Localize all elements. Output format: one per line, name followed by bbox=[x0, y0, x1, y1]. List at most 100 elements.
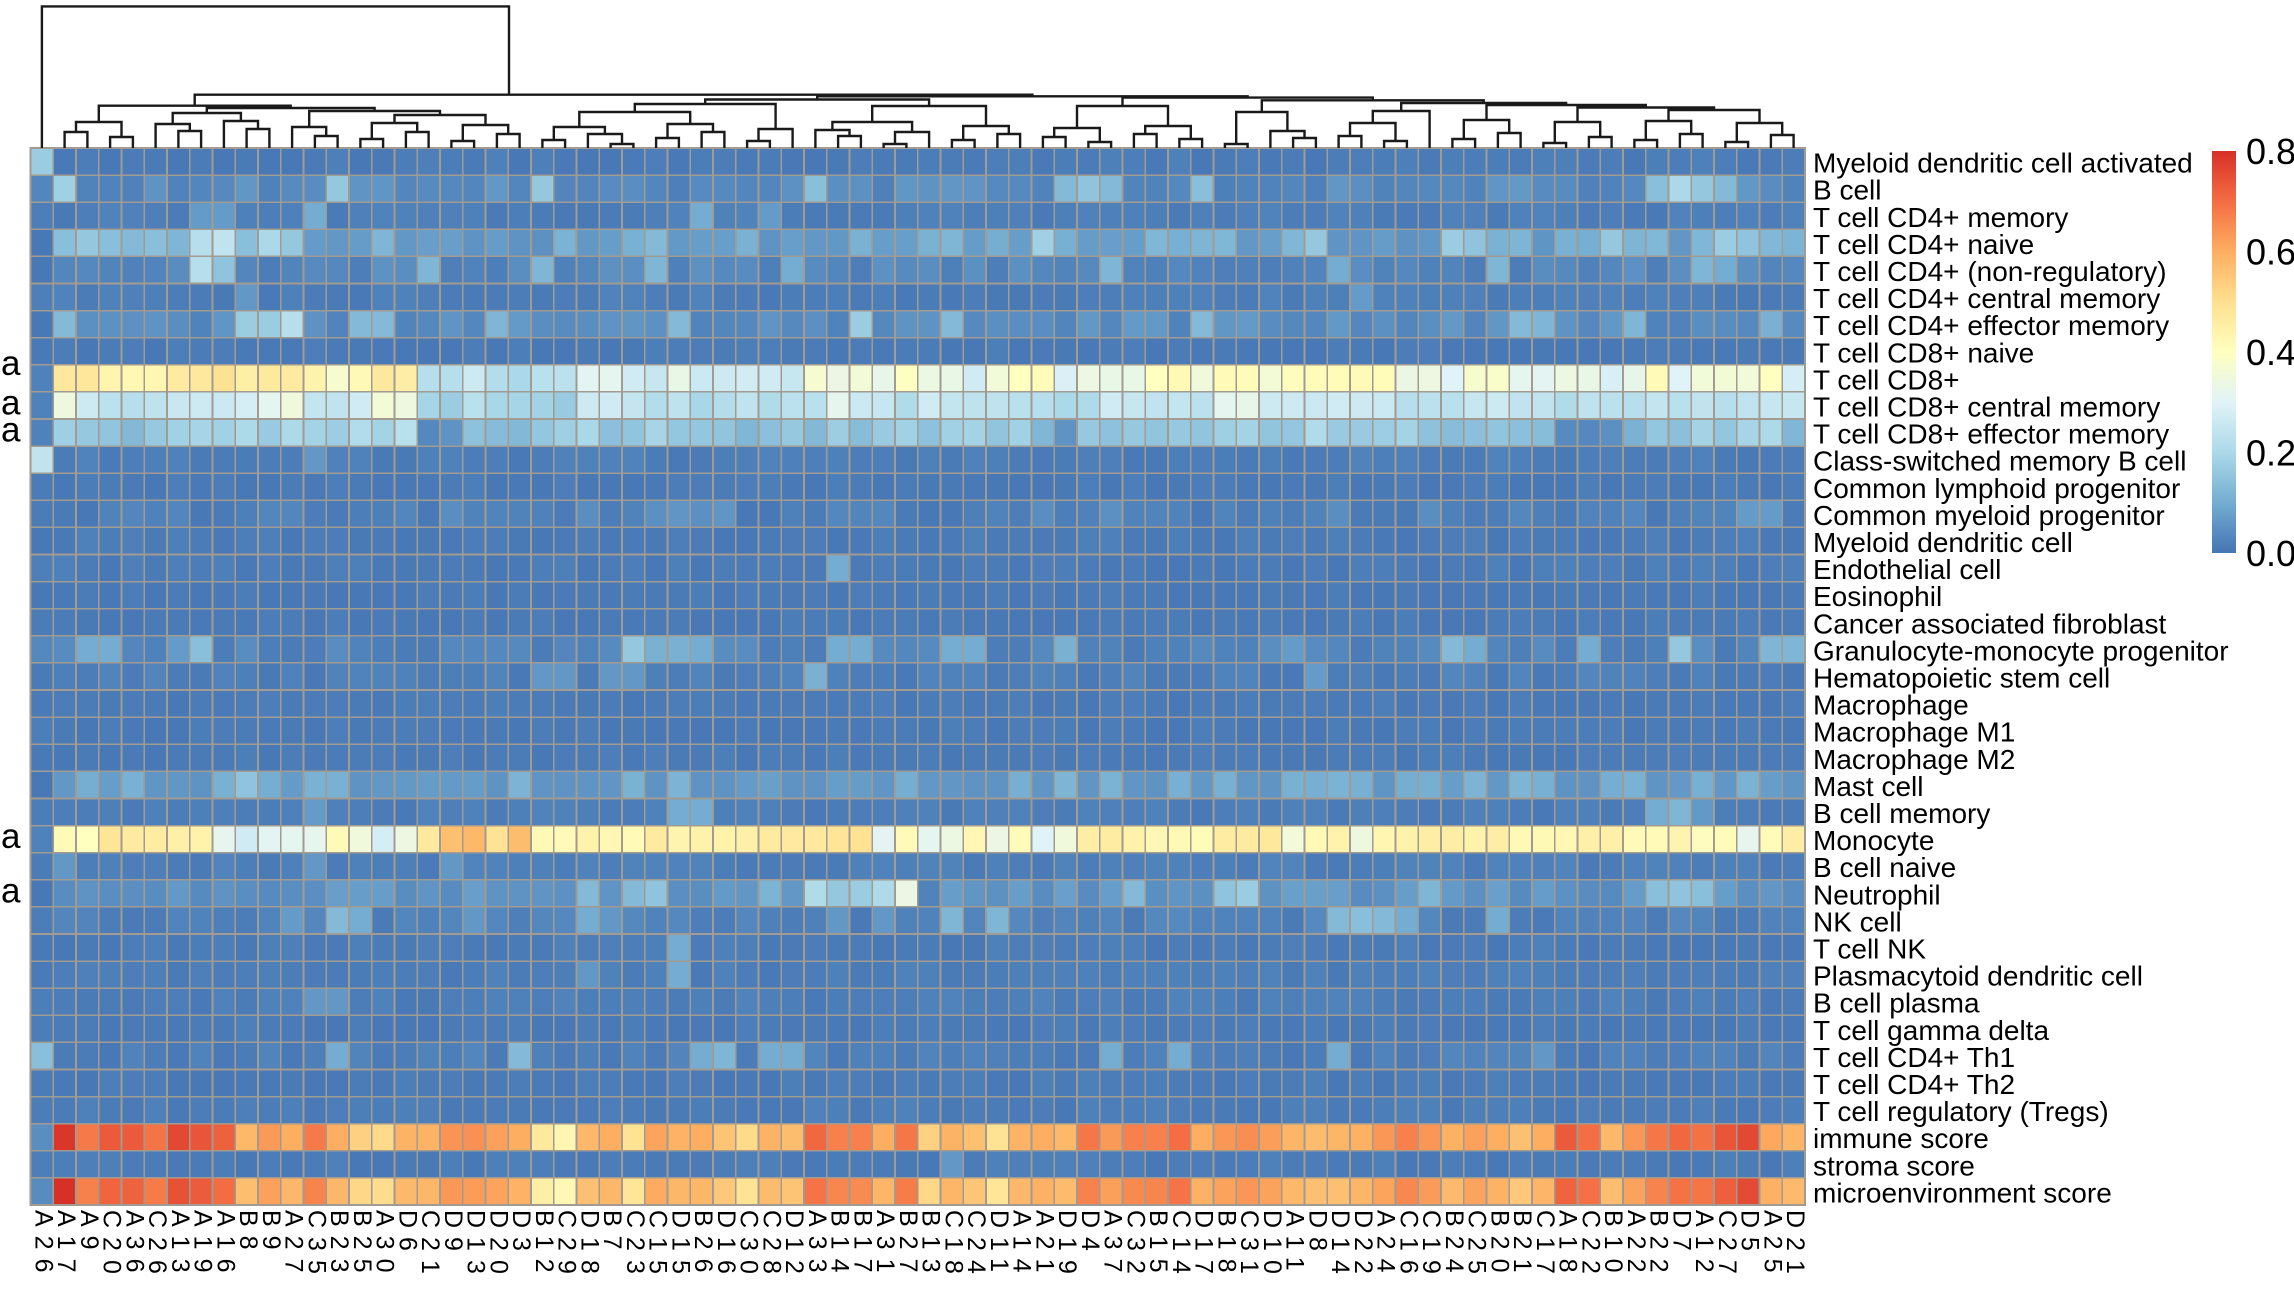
svg-text:D10: D10 bbox=[1258, 1210, 1286, 1283]
svg-text:D21: D21 bbox=[1781, 1210, 1809, 1283]
svg-text:D6: D6 bbox=[393, 1210, 421, 1260]
svg-text:D13: D13 bbox=[462, 1210, 490, 1283]
svg-text:a: a bbox=[1, 817, 21, 856]
svg-text:Myeloid dendritic cell activat: Myeloid dendritic cell activated bbox=[1813, 148, 2193, 179]
svg-text:T cell CD8+ effector memory: T cell CD8+ effector memory bbox=[1813, 419, 2169, 450]
svg-text:B20: B20 bbox=[1485, 1210, 1513, 1281]
svg-text:Myeloid dendritic cell: Myeloid dendritic cell bbox=[1813, 527, 2073, 558]
svg-text:C19: C19 bbox=[1417, 1210, 1445, 1283]
svg-text:A14: A14 bbox=[1008, 1210, 1036, 1281]
svg-text:B25: B25 bbox=[348, 1210, 376, 1281]
svg-text:C18: C18 bbox=[939, 1210, 967, 1283]
svg-text:C15: C15 bbox=[644, 1210, 672, 1283]
svg-text:C30: C30 bbox=[735, 1210, 763, 1283]
svg-text:A16: A16 bbox=[211, 1210, 239, 1281]
svg-text:T cell CD4+ Th1: T cell CD4+ Th1 bbox=[1813, 1042, 2015, 1073]
svg-text:A37: A37 bbox=[1099, 1210, 1127, 1281]
svg-text:NK cell: NK cell bbox=[1813, 906, 1902, 937]
svg-text:D11: D11 bbox=[985, 1210, 1013, 1281]
svg-text:Plasmacytoid dendritic cell: Plasmacytoid dendritic cell bbox=[1813, 961, 2143, 992]
svg-text:D18: D18 bbox=[575, 1210, 603, 1283]
svg-text:C20: C20 bbox=[98, 1210, 126, 1283]
svg-text:T cell CD4+ naive: T cell CD4+ naive bbox=[1813, 229, 2034, 260]
svg-text:B15: B15 bbox=[1144, 1210, 1172, 1281]
svg-text:C32: C32 bbox=[1121, 1210, 1149, 1283]
svg-text:0.8: 0.8 bbox=[2246, 131, 2294, 172]
svg-text:C28: C28 bbox=[757, 1210, 785, 1283]
svg-text:C23: C23 bbox=[621, 1210, 649, 1283]
svg-text:microenvironment score: microenvironment score bbox=[1813, 1177, 2112, 1208]
svg-text:C35: C35 bbox=[302, 1210, 330, 1283]
svg-text:T cell CD8+: T cell CD8+ bbox=[1813, 364, 1960, 395]
svg-text:T cell CD4+ central memory: T cell CD4+ central memory bbox=[1813, 283, 2160, 314]
svg-text:A22: A22 bbox=[1622, 1210, 1650, 1281]
svg-text:B7: B7 bbox=[598, 1210, 626, 1259]
svg-text:0.6: 0.6 bbox=[2246, 232, 2294, 273]
svg-text:A21: A21 bbox=[1030, 1210, 1058, 1281]
svg-text:T cell CD4+ memory: T cell CD4+ memory bbox=[1813, 202, 2068, 233]
svg-text:A17: A17 bbox=[52, 1210, 80, 1281]
svg-text:B cell naive: B cell naive bbox=[1813, 852, 1956, 883]
svg-text:A26: A26 bbox=[29, 1210, 57, 1281]
svg-text:C16: C16 bbox=[1394, 1210, 1422, 1283]
svg-text:0.0: 0.0 bbox=[2246, 533, 2294, 574]
svg-text:T cell CD8+ naive: T cell CD8+ naive bbox=[1813, 337, 2034, 368]
svg-text:D7: D7 bbox=[1667, 1210, 1695, 1260]
svg-text:D14: D14 bbox=[1326, 1210, 1354, 1283]
svg-text:C31: C31 bbox=[1235, 1210, 1263, 1283]
svg-text:C27: C27 bbox=[1713, 1210, 1741, 1283]
svg-text:A11: A11 bbox=[1281, 1210, 1309, 1280]
svg-text:A13: A13 bbox=[166, 1210, 194, 1281]
svg-text:B21: B21 bbox=[1508, 1210, 1536, 1281]
svg-text:B10: B10 bbox=[1599, 1210, 1627, 1281]
svg-text:B26: B26 bbox=[689, 1210, 717, 1281]
svg-text:a: a bbox=[1, 411, 21, 450]
svg-text:Common myeloid progenitor: Common myeloid progenitor bbox=[1813, 500, 2165, 531]
svg-text:A12: A12 bbox=[1690, 1210, 1718, 1281]
svg-text:a: a bbox=[1, 344, 21, 383]
svg-text:A30: A30 bbox=[371, 1210, 399, 1281]
svg-text:D15: D15 bbox=[666, 1210, 694, 1283]
svg-text:T cell CD4+ Th2: T cell CD4+ Th2 bbox=[1813, 1069, 2015, 1100]
svg-text:A27: A27 bbox=[280, 1210, 308, 1281]
svg-text:A25: A25 bbox=[1758, 1210, 1786, 1281]
svg-text:B9: B9 bbox=[257, 1210, 285, 1259]
svg-text:C25: C25 bbox=[1463, 1210, 1491, 1283]
svg-text:0.4: 0.4 bbox=[2246, 332, 2294, 373]
svg-text:A18: A18 bbox=[1554, 1210, 1582, 1281]
svg-text:C21: C21 bbox=[416, 1210, 444, 1283]
svg-text:T cell gamma delta: T cell gamma delta bbox=[1813, 1015, 2049, 1046]
svg-text:C14: C14 bbox=[1167, 1210, 1195, 1283]
svg-text:T cell CD8+ central memory: T cell CD8+ central memory bbox=[1813, 392, 2160, 423]
svg-text:C22: C22 bbox=[1576, 1210, 1604, 1283]
svg-text:C29: C29 bbox=[553, 1210, 581, 1283]
svg-text:a: a bbox=[1, 384, 21, 423]
svg-text:B18: B18 bbox=[1212, 1210, 1240, 1281]
svg-text:D5: D5 bbox=[1736, 1210, 1764, 1260]
svg-text:D17: D17 bbox=[1190, 1210, 1218, 1283]
svg-text:B14: B14 bbox=[826, 1210, 854, 1281]
svg-text:T cell CD4+ (non-regulatory): T cell CD4+ (non-regulatory) bbox=[1813, 256, 2167, 287]
svg-text:T cell NK: T cell NK bbox=[1813, 934, 1926, 965]
svg-text:D19: D19 bbox=[1053, 1210, 1081, 1283]
svg-text:B27: B27 bbox=[894, 1210, 922, 1281]
svg-text:Hematopoietic stem cell: Hematopoietic stem cell bbox=[1813, 663, 2110, 694]
svg-text:Macrophage: Macrophage bbox=[1813, 690, 1969, 721]
svg-text:T cell CD4+ effector memory: T cell CD4+ effector memory bbox=[1813, 310, 2169, 341]
svg-text:A19: A19 bbox=[189, 1210, 217, 1281]
svg-text:immune score: immune score bbox=[1813, 1123, 1989, 1154]
svg-text:C17: C17 bbox=[1531, 1210, 1559, 1283]
svg-text:Cancer associated fibroblast: Cancer associated fibroblast bbox=[1813, 608, 2167, 639]
svg-text:D4: D4 bbox=[1076, 1210, 1104, 1260]
svg-text:Macrophage M1: Macrophage M1 bbox=[1813, 717, 2015, 748]
svg-text:Class-switched memory B cell: Class-switched memory B cell bbox=[1813, 446, 2186, 477]
svg-text:B24: B24 bbox=[1440, 1210, 1468, 1281]
svg-text:A33: A33 bbox=[803, 1210, 831, 1281]
svg-text:D12: D12 bbox=[780, 1210, 808, 1283]
svg-text:Endothelial cell: Endothelial cell bbox=[1813, 554, 2001, 585]
svg-text:D22: D22 bbox=[1349, 1210, 1377, 1283]
svg-text:C26: C26 bbox=[143, 1210, 171, 1283]
svg-text:B17: B17 bbox=[848, 1210, 876, 1281]
svg-text:T cell regulatory (Tregs): T cell regulatory (Tregs) bbox=[1813, 1096, 2109, 1127]
svg-text:B cell plasma: B cell plasma bbox=[1813, 988, 1980, 1019]
